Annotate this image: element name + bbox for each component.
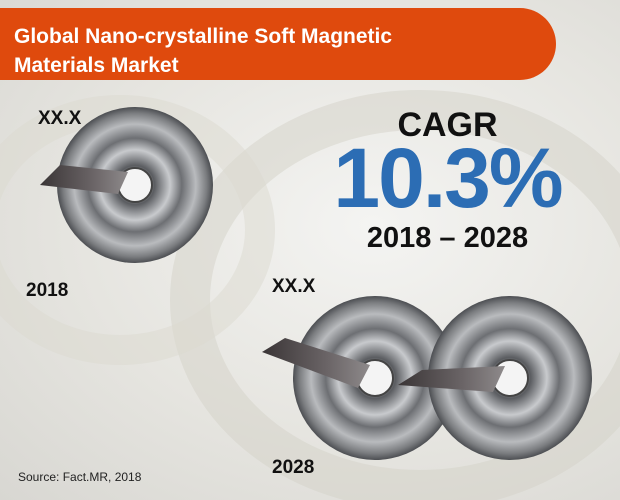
value-label: XX.X <box>38 108 82 129</box>
source: Source: Fact.MR, 2018 <box>18 470 142 484</box>
cagr-value: 10.3% <box>333 131 563 225</box>
year-label: 2018 <box>26 280 69 301</box>
cagr-label: CAGR <box>397 106 498 144</box>
title: Global Nano-crystalline Soft Magnetic Ma… <box>14 25 393 77</box>
year-label: 2028 <box>272 457 315 478</box>
value-label: XX.X <box>272 276 316 297</box>
cagr-period: 2018 – 2028 <box>366 222 529 254</box>
title-banner: Global Nano-crystalline Soft Magnetic Ma… <box>0 8 556 80</box>
